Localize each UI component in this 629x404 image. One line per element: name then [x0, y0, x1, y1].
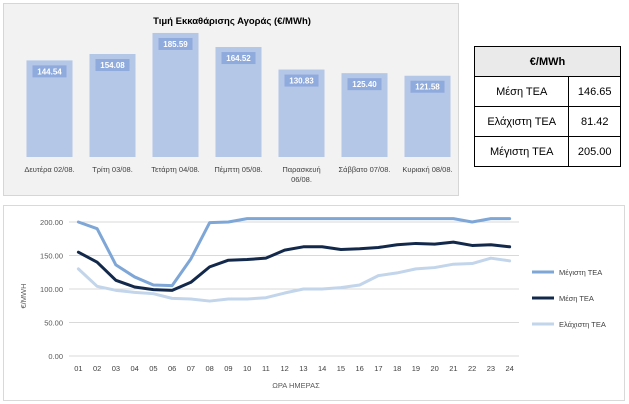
- y-axis-label: €/MWH: [19, 284, 28, 309]
- bar-data-label: 154.08: [100, 61, 125, 70]
- x-tick-label: 18: [393, 364, 401, 373]
- category-label: 06/08.: [291, 175, 312, 184]
- bar-label-box: [158, 37, 193, 50]
- summary-row-min: Ελάχιστη ΤΕΑ 81.42: [473, 106, 621, 137]
- summary-label: Μέγιστη ΤΕΑ: [473, 136, 570, 167]
- summary-value: 81.42: [568, 106, 621, 137]
- x-tick-label: 19: [412, 364, 420, 373]
- x-tick-label: 04: [130, 364, 138, 373]
- x-axis-label: ΩΡΑ ΗΜΕΡΑΣ: [272, 381, 320, 390]
- x-tick-label: 14: [318, 364, 326, 373]
- bar: [215, 47, 262, 157]
- x-tick-label: 07: [187, 364, 195, 373]
- x-tick-label: 17: [374, 364, 382, 373]
- x-tick-label: 05: [149, 364, 157, 373]
- line-chart: 0.00 50.00 100.00 150.00 200.00 01 02 03 04 05 06 0…: [19, 217, 606, 390]
- summary-value: 146.65: [568, 76, 621, 107]
- category-label: Κυριακή 08/08.: [402, 165, 452, 174]
- bar-label-box: [95, 59, 130, 72]
- x-tick-label: 13: [299, 364, 307, 373]
- x-tick-label: 09: [224, 364, 232, 373]
- bar-chart-panel: Τιμή Εκκαθάρισης Αγοράς (€/MWh) 144.54 Δε…: [3, 3, 459, 196]
- category-label: Τρίτη 03/08.: [92, 165, 133, 174]
- x-tick-label: 02: [93, 364, 101, 373]
- line-chart-panel: 0.00 50.00 100.00 150.00 200.00 01 02 03 04 05 06 0…: [3, 205, 625, 401]
- x-tick-label: 10: [243, 364, 251, 373]
- summary-value: 205.00: [568, 136, 621, 167]
- bar-data-label: 164.52: [226, 54, 251, 63]
- bar: [152, 32, 199, 157]
- bar-label-box: [221, 52, 256, 65]
- bar-data-label: 121.58: [415, 83, 440, 92]
- bar-label-box: [284, 74, 319, 87]
- bar-label-box: [32, 65, 67, 78]
- bar-label-box: [347, 78, 382, 91]
- x-tick-label: 15: [337, 364, 345, 373]
- x-tick-label: 01: [74, 364, 82, 373]
- x-tick-label: 22: [468, 364, 476, 373]
- bar-chart-title: Τιμή Εκκαθάρισης Αγοράς (€/MWh): [153, 16, 311, 27]
- x-tick-label: 12: [280, 364, 288, 373]
- x-tick-label: 03: [112, 364, 120, 373]
- category-label: Πέμπτη 05/08.: [214, 165, 262, 174]
- y-tick-label: 150.00: [40, 252, 63, 261]
- category-label: Παρασκευή: [282, 165, 320, 174]
- category-label: Τετάρτη 04/08.: [151, 165, 200, 174]
- x-tick-label: 21: [449, 364, 457, 373]
- summary-row-max: Μέγιστη ΤΕΑ 205.00: [473, 136, 621, 167]
- x-tick-label: 08: [205, 364, 213, 373]
- x-tick-label: 23: [487, 364, 495, 373]
- series-line: [76, 256, 512, 303]
- x-tick-label: 20: [430, 364, 438, 373]
- summary-label: Ελάχιστη ΤΕΑ: [473, 106, 570, 137]
- bar-label-box: [410, 80, 445, 93]
- y-tick-label: 0.00: [48, 352, 63, 361]
- series-line: [76, 240, 512, 292]
- y-tick-label: 100.00: [40, 285, 63, 294]
- bar-chart: Τιμή Εκκαθάρισης Αγοράς (€/MWh) 144.54 Δε…: [24, 16, 452, 184]
- summary-label: Μέση ΤΕΑ: [473, 76, 570, 107]
- legend-label: Μέση ΤΕΑ: [559, 294, 594, 303]
- y-tick-label: 50.00: [44, 319, 63, 328]
- bar-data-label: 125.40: [352, 80, 377, 89]
- bar-data-label: 185.59: [163, 40, 188, 49]
- category-label: Σάββατο 07/08.: [339, 165, 391, 174]
- bar-data-label: 144.54: [37, 67, 62, 76]
- bar: [89, 54, 136, 157]
- y-tick-label: 200.00: [40, 218, 63, 227]
- x-tick-label: 11: [262, 364, 270, 373]
- x-tick-label: 06: [168, 364, 176, 373]
- bar-data-label: 130.83: [289, 77, 314, 86]
- x-tick-label: 24: [505, 364, 513, 373]
- x-tick-label: 16: [355, 364, 363, 373]
- summary-row-avg: Μέση ΤΕΑ 146.65: [473, 76, 621, 107]
- summary-header: €/MWh: [474, 46, 621, 77]
- category-label: Δευτέρα 02/08.: [24, 165, 74, 174]
- summary-table: €/MWh Μέση ΤΕΑ 146.65 Ελάχιστη ΤΕΑ 81.42…: [473, 46, 621, 167]
- series-line: [76, 217, 512, 288]
- legend-label: Μέγιστη ΤΕΑ: [559, 268, 602, 277]
- legend-label: Ελάχιστη ΤΕΑ: [559, 320, 606, 329]
